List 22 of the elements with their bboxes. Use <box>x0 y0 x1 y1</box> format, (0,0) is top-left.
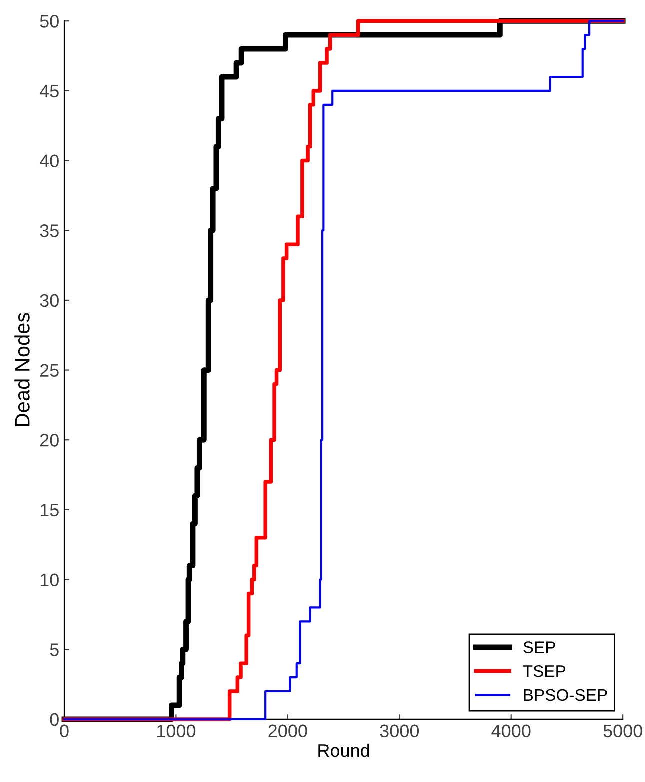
y-tick-label: 25 <box>40 364 59 377</box>
legend-label: SEP <box>524 642 556 654</box>
y-tick-label: 45 <box>40 85 59 98</box>
y-tick-label: 20 <box>40 434 59 447</box>
y-tick-label: 10 <box>40 574 59 586</box>
y-axis-title: Dead Nodes <box>14 313 30 426</box>
x-tick-label: 4000 <box>492 724 531 738</box>
y-tick-label: 40 <box>40 154 59 168</box>
y-tick-label: 50 <box>40 15 59 28</box>
y-tick-label: 5 <box>50 644 59 656</box>
y-tick-label: 30 <box>40 294 59 308</box>
y-tick-label: 35 <box>40 224 59 238</box>
x-tick-label: 0 <box>60 724 69 738</box>
legend-label: TSEP <box>523 665 566 678</box>
x-tick-label: 5000 <box>604 724 642 738</box>
legend-label: BPSO-SEP <box>524 689 608 702</box>
x-tick-label: 1000 <box>158 724 196 738</box>
x-tick-label: 2000 <box>268 724 308 738</box>
y-tick-label: 0 <box>50 713 59 726</box>
y-tick-label: 15 <box>40 504 59 517</box>
x-tick-label: 3000 <box>380 724 420 738</box>
x-axis-title: Round <box>318 744 370 758</box>
